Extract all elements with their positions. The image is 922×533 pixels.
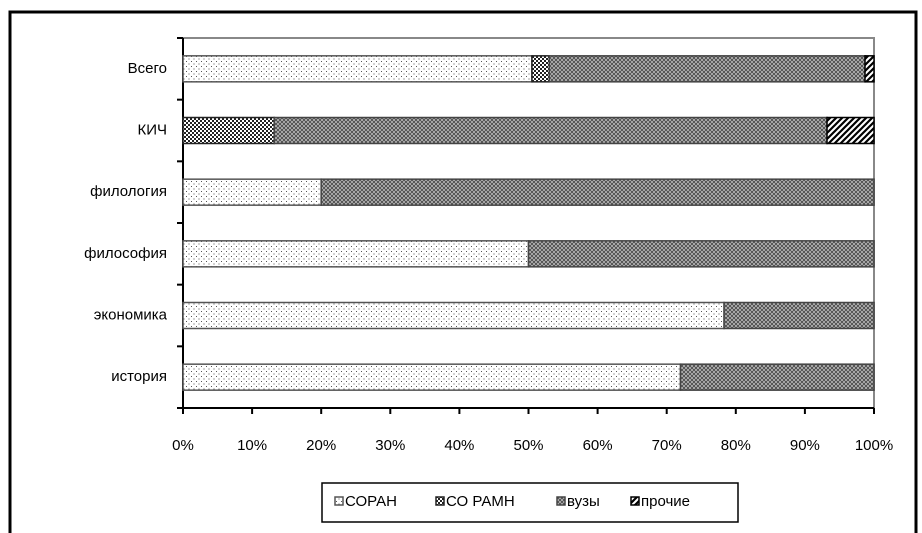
bar-segment [182,363,682,391]
bar-segment [182,178,322,206]
x-tick-label: 30% [375,437,405,454]
y-tick-label: история [111,368,167,385]
bar-segment [864,55,875,83]
y-tick-label: КИЧ [137,121,167,138]
legend-label: вузы [567,493,600,510]
bar-segment [182,301,725,330]
x-tick-label: 10% [237,437,267,454]
frame [8,10,918,533]
legend-label: прочие [641,493,690,510]
bar-segment [182,55,533,83]
y-tick-label: философия [84,245,167,262]
bar-segment [723,301,875,330]
x-tick-label: 0% [172,437,194,454]
x-tick-label: 100% [855,437,893,454]
bar-segment [527,240,875,268]
bar-segment [826,116,875,145]
bar-segment [182,116,275,145]
legend-swatch [334,496,344,506]
y-tick-label: Всего [128,60,167,77]
bar-segment [679,363,875,391]
legend-swatch [435,496,445,506]
bar-segment [320,178,875,206]
y-tick-label: филология [90,183,167,200]
x-tick-label: 40% [444,437,474,454]
bar-segment [182,240,530,268]
x-tick-label: 60% [583,437,613,454]
legend-label: СО РАМН [446,493,515,510]
legend-swatch [556,496,566,506]
bar-segment [531,55,550,83]
x-tick-label: 70% [652,437,682,454]
x-tick-label: 20% [306,437,336,454]
bar-segment [548,55,866,83]
x-tick-label: 80% [721,437,751,454]
legend-label: СОРАН [345,493,397,510]
bar-segment [273,116,828,145]
legend [321,482,739,523]
legend-swatch [630,496,640,506]
y-tick-label: экономика [94,306,168,323]
x-tick-label: 50% [513,437,543,454]
plot-area [182,37,875,409]
x-tick-label: 90% [790,437,820,454]
